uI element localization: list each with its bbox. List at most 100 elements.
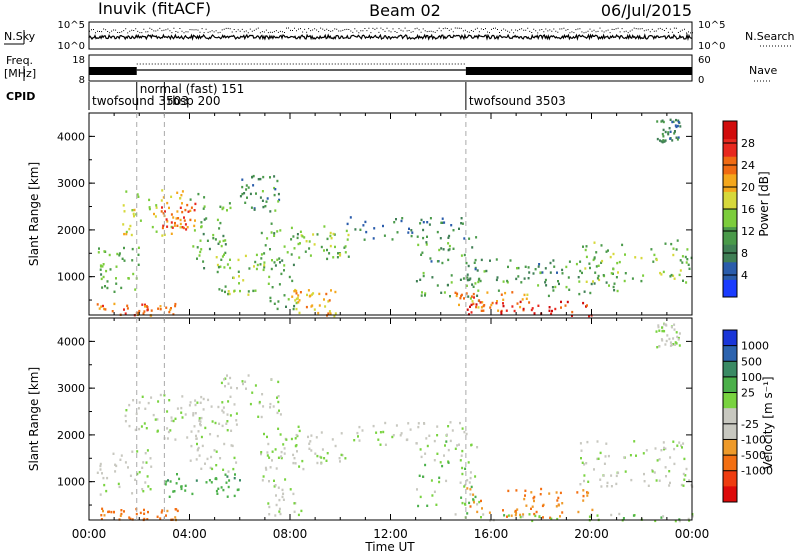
data-cell bbox=[165, 480, 168, 483]
data-cell bbox=[232, 467, 235, 471]
data-cell bbox=[466, 276, 469, 279]
data-cell bbox=[564, 304, 567, 307]
data-cell bbox=[290, 238, 293, 241]
data-cell bbox=[317, 311, 320, 315]
data-cell bbox=[422, 236, 425, 240]
data-cell bbox=[173, 490, 176, 493]
data-cell bbox=[196, 246, 199, 249]
data-cell bbox=[559, 515, 561, 518]
data-cell bbox=[260, 452, 262, 456]
data-cell bbox=[672, 343, 675, 346]
data-cell bbox=[313, 308, 316, 311]
data-cell bbox=[640, 279, 643, 283]
data-cell bbox=[291, 279, 294, 283]
data-cell bbox=[168, 206, 170, 210]
data-cell bbox=[612, 285, 615, 289]
data-cell bbox=[250, 206, 253, 209]
data-cell bbox=[583, 479, 585, 483]
data-cell bbox=[588, 314, 590, 318]
data-cell bbox=[142, 312, 145, 315]
data-cell bbox=[276, 258, 279, 261]
data-cell bbox=[262, 405, 265, 408]
data-cell bbox=[169, 480, 172, 483]
data-cell bbox=[424, 463, 427, 467]
data-cell bbox=[256, 263, 259, 267]
data-cell bbox=[442, 248, 445, 251]
data-cell bbox=[216, 263, 219, 267]
freq-panel: Freq. [MHz] 18 8 60 0 Nave bbox=[4, 54, 777, 86]
data-cell bbox=[255, 267, 258, 271]
data-cell bbox=[683, 457, 686, 461]
data-cell bbox=[210, 481, 213, 484]
data-cell bbox=[454, 447, 457, 450]
data-cell bbox=[274, 514, 277, 517]
data-cell bbox=[227, 290, 230, 293]
data-cell bbox=[395, 424, 398, 427]
data-cell bbox=[172, 313, 175, 316]
data-cell bbox=[353, 439, 356, 442]
data-cell bbox=[552, 259, 555, 262]
data-cell bbox=[568, 260, 571, 263]
data-cell bbox=[359, 228, 362, 231]
data-cell bbox=[198, 419, 201, 422]
data-cell bbox=[325, 292, 328, 296]
data-cell bbox=[170, 416, 173, 419]
data-cell bbox=[304, 250, 307, 253]
data-cell bbox=[686, 248, 689, 251]
data-cell bbox=[685, 467, 688, 471]
nsearch-label: N.Search bbox=[745, 30, 795, 43]
velocity-cbar-swatch bbox=[723, 376, 737, 394]
data-cell bbox=[580, 449, 583, 452]
data-cell bbox=[269, 296, 272, 300]
data-cell bbox=[174, 516, 177, 519]
nave-tick-top: 60 bbox=[698, 55, 711, 66]
data-cell bbox=[290, 226, 293, 230]
data-cell bbox=[242, 279, 245, 282]
data-cell bbox=[219, 457, 222, 460]
data-cell bbox=[126, 307, 129, 310]
data-cell bbox=[401, 217, 404, 220]
data-cell bbox=[473, 296, 475, 299]
data-cell bbox=[218, 288, 221, 291]
data-cell bbox=[467, 264, 470, 268]
ytick-label: 1000 bbox=[57, 271, 85, 284]
data-cell bbox=[679, 269, 682, 272]
data-cell bbox=[469, 493, 472, 496]
data-cell bbox=[688, 267, 691, 270]
data-cell bbox=[650, 248, 653, 251]
data-cell bbox=[548, 492, 551, 495]
data-cell bbox=[583, 474, 586, 477]
data-cell bbox=[136, 472, 139, 476]
data-cell bbox=[137, 195, 140, 198]
data-cell bbox=[244, 380, 247, 383]
data-cell bbox=[217, 487, 220, 490]
data-cell bbox=[669, 456, 672, 459]
data-cell bbox=[139, 219, 142, 222]
data-cell bbox=[533, 312, 536, 315]
data-cell bbox=[585, 462, 588, 465]
data-cell bbox=[206, 239, 209, 242]
data-cell bbox=[600, 244, 603, 247]
data-cell bbox=[581, 461, 584, 464]
data-cell bbox=[166, 201, 169, 205]
data-cell bbox=[579, 269, 582, 273]
data-cell bbox=[138, 471, 141, 474]
data-cell bbox=[514, 513, 517, 517]
power-cbar-swatch bbox=[723, 261, 737, 280]
data-cell bbox=[673, 328, 676, 331]
data-cell bbox=[140, 425, 143, 428]
data-cell bbox=[655, 258, 658, 262]
data-cell bbox=[469, 488, 472, 491]
data-cell bbox=[99, 264, 102, 267]
data-cell bbox=[682, 442, 685, 445]
data-cell bbox=[571, 310, 574, 314]
data-cell bbox=[612, 272, 614, 275]
data-cell bbox=[227, 470, 230, 473]
data-cell bbox=[226, 475, 229, 478]
data-cell bbox=[273, 186, 276, 190]
data-cell bbox=[253, 208, 256, 211]
data-cell bbox=[228, 292, 231, 296]
data-cell bbox=[497, 309, 500, 312]
data-cell bbox=[440, 221, 443, 224]
data-cell bbox=[282, 498, 285, 501]
